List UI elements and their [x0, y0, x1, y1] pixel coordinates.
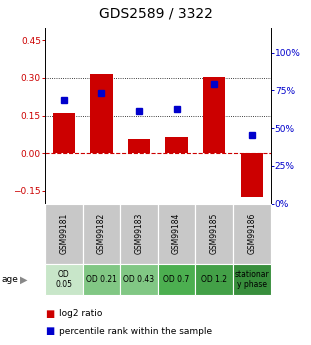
- Text: ■: ■: [45, 309, 54, 319]
- Bar: [53, 113, 75, 153]
- Text: OD 0.43: OD 0.43: [123, 275, 155, 284]
- Text: GSM99185: GSM99185: [210, 213, 219, 254]
- Bar: [158, 204, 195, 264]
- Text: OD 1.2: OD 1.2: [201, 275, 227, 284]
- Bar: [165, 137, 188, 153]
- Text: GDS2589 / 3322: GDS2589 / 3322: [99, 7, 212, 21]
- Bar: [195, 264, 233, 295]
- Text: stationar
y phase: stationar y phase: [234, 270, 269, 289]
- Text: GSM99184: GSM99184: [172, 213, 181, 254]
- Text: GSM99183: GSM99183: [135, 213, 144, 254]
- Text: GSM99181: GSM99181: [59, 213, 68, 254]
- Text: GSM99182: GSM99182: [97, 213, 106, 254]
- Bar: [120, 264, 158, 295]
- Text: ▶: ▶: [20, 275, 28, 284]
- Bar: [240, 153, 263, 197]
- Text: percentile rank within the sample: percentile rank within the sample: [59, 327, 212, 336]
- Bar: [233, 264, 271, 295]
- Bar: [128, 139, 150, 153]
- Bar: [203, 77, 225, 153]
- Bar: [120, 204, 158, 264]
- Bar: [45, 204, 83, 264]
- Text: log2 ratio: log2 ratio: [59, 309, 102, 318]
- Text: OD 0.7: OD 0.7: [164, 275, 190, 284]
- Text: OD 0.21: OD 0.21: [86, 275, 117, 284]
- Text: OD
0.05: OD 0.05: [55, 270, 72, 289]
- Bar: [233, 204, 271, 264]
- Bar: [195, 204, 233, 264]
- Text: age: age: [2, 275, 18, 284]
- Text: ■: ■: [45, 326, 54, 336]
- Bar: [45, 264, 83, 295]
- Bar: [158, 264, 195, 295]
- Text: GSM99186: GSM99186: [247, 213, 256, 254]
- Bar: [90, 74, 113, 153]
- Bar: [83, 204, 120, 264]
- Bar: [83, 264, 120, 295]
